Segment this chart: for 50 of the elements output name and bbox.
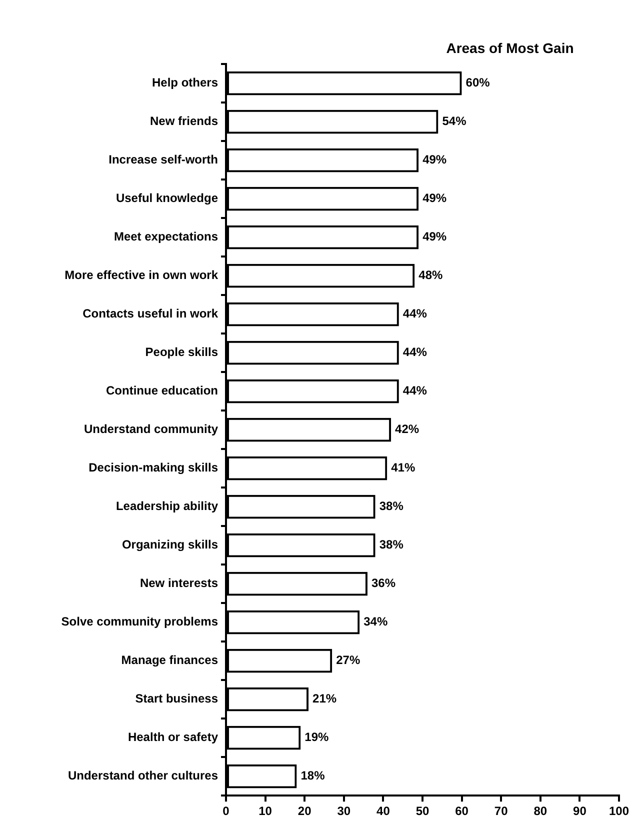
data-label: 27%: [336, 653, 360, 668]
x-tick-label: 60: [455, 804, 469, 818]
y-tick-label: Decision-making skills: [88, 460, 218, 475]
y-tick-label: More effective in own work: [64, 268, 218, 282]
data-label: 38%: [379, 499, 404, 514]
x-tick-label: 30: [337, 804, 351, 818]
y-tick-label: Contacts useful in work: [82, 306, 218, 321]
x-tick-label: 80: [534, 804, 548, 818]
data-label: 41%: [391, 460, 416, 475]
data-label: 60%: [466, 76, 490, 90]
data-label: 44%: [402, 306, 428, 321]
data-label: 49%: [422, 152, 447, 167]
data-label: 54%: [442, 114, 467, 128]
y-tick-label: Solve community problems: [61, 614, 218, 629]
data-label: 18%: [300, 768, 326, 783]
data-label: 19%: [304, 730, 330, 744]
x-tick-label: 20: [298, 804, 312, 818]
y-tick-label: People skills: [145, 345, 218, 360]
y-tick-label: Leadership ability: [116, 499, 218, 514]
data-label: 44%: [402, 345, 428, 360]
y-tick-label: Understand community: [84, 422, 218, 436]
data-label: 49%: [422, 191, 447, 206]
data-label: 38%: [379, 538, 404, 552]
y-tick-label: Continue education: [106, 384, 218, 398]
data-label: 21%: [312, 692, 337, 706]
x-tick-label: 50: [416, 804, 430, 818]
x-tick-label: 100: [608, 804, 630, 818]
chart-title: Areas of Most Gain: [445, 40, 575, 56]
x-tick-label: 0: [222, 804, 230, 818]
y-tick-label: Health or safety: [128, 730, 218, 744]
y-tick-label: Understand other cultures: [68, 768, 218, 783]
y-tick-label: Useful knowledge: [116, 191, 218, 206]
y-tick-label: New interests: [140, 576, 218, 590]
data-label: 42%: [395, 422, 420, 436]
y-tick-label: Increase self-worth: [108, 152, 218, 167]
y-tick-label: Meet expectations: [114, 230, 218, 244]
x-tick-label: 90: [573, 804, 587, 818]
y-tick-label: Manage finances: [121, 653, 218, 668]
data-label: 34%: [364, 614, 388, 629]
data-label: 48%: [418, 268, 443, 282]
data-label: 36%: [371, 576, 396, 590]
data-label: 49%: [422, 230, 447, 244]
x-tick-label: 40: [376, 804, 390, 818]
x-tick-label: 70: [494, 804, 508, 818]
y-tick-label: New friends: [150, 114, 218, 128]
y-tick-label: Start business: [135, 692, 218, 706]
y-tick-label: Organizing skills: [122, 538, 218, 552]
data-label: 44%: [402, 384, 428, 398]
x-tick-label: 10: [258, 804, 272, 818]
y-tick-label: Help others: [152, 76, 218, 90]
